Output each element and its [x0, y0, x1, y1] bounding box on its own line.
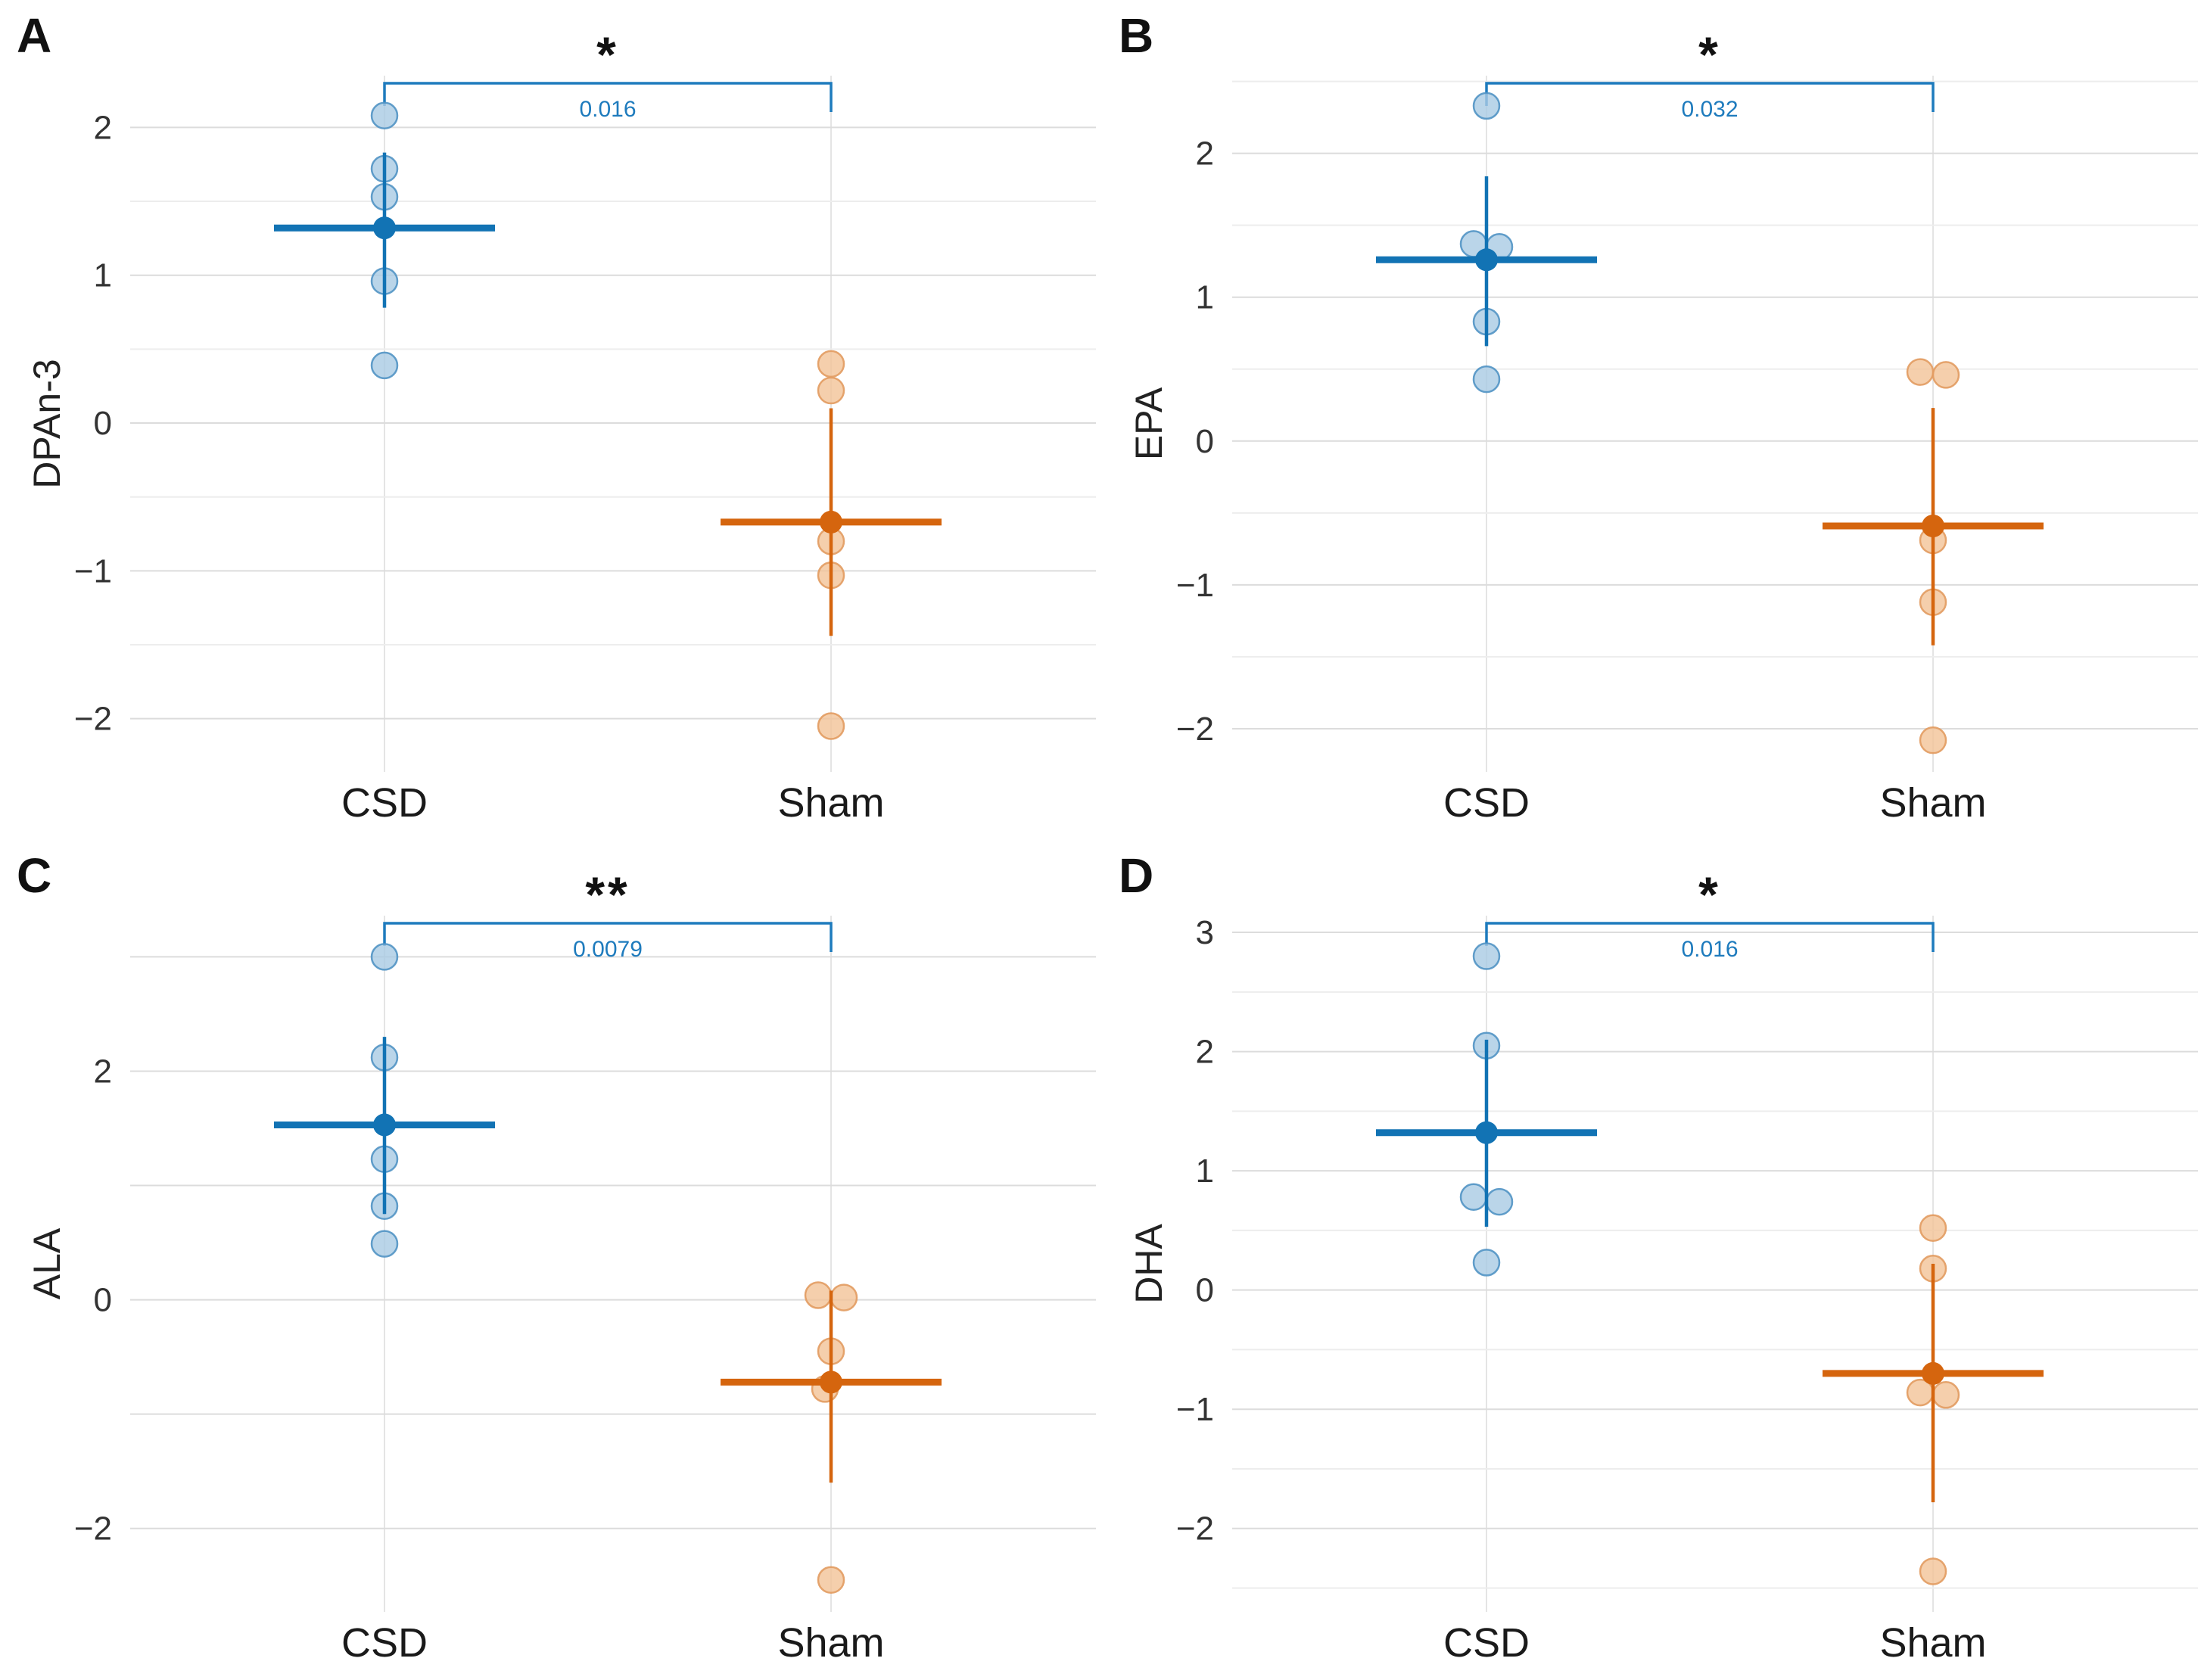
data-point	[1932, 361, 1960, 389]
mean-point	[1922, 514, 1944, 537]
p-value-label: 0.016	[579, 97, 637, 122]
y-tick-label: 2	[1196, 135, 1214, 173]
panel-a-chart: 2 1 0 −1 −2	[74, 76, 1096, 772]
y-tick-label: −1	[74, 552, 112, 590]
data-point	[370, 943, 399, 971]
data-point	[1472, 365, 1501, 394]
y-tick-label: 2	[94, 1053, 112, 1090]
data-point	[817, 712, 845, 740]
significance-bracket	[383, 922, 833, 952]
panel-b: 2 1 0 −1 −2 B EPA * 0.032 CSD Sham	[1102, 0, 2204, 840]
y-tick-label: 0	[94, 1282, 112, 1319]
y-axis-title: ALA	[26, 1227, 68, 1300]
x-group-label-sham: Sham	[777, 1620, 885, 1666]
significance-asterisk: *	[596, 26, 619, 82]
y-tick-label: −2	[1176, 1510, 1214, 1548]
y-tick-label: −1	[1176, 567, 1214, 604]
significance-asterisk: *	[1698, 26, 1721, 82]
y-tick-label: 1	[1196, 279, 1214, 316]
data-point	[1919, 1557, 1947, 1585]
x-group-label-csd: CSD	[341, 780, 428, 826]
y-tick-label: 0	[1196, 1272, 1214, 1309]
panel-d-chart: 3 2 1 0 −1 −2	[1176, 914, 2198, 1612]
mean-point	[820, 510, 842, 534]
data-point	[1919, 1214, 1947, 1242]
data-point	[1906, 358, 1935, 386]
panel-c-chart: 2 0 −2	[74, 916, 1096, 1612]
y-tick-label: 2	[1196, 1034, 1214, 1071]
panel-d: 3 2 1 0 −1 −2 D DHA * 0.016 CSD Sham	[1102, 840, 2204, 1680]
y-tick-label: 0	[1196, 423, 1214, 460]
x-group-label-sham: Sham	[1879, 1620, 1987, 1666]
y-tick-label: −2	[74, 1510, 112, 1548]
data-point	[370, 351, 399, 380]
mean-point	[1475, 1121, 1498, 1144]
y-tick-label: 0	[94, 405, 112, 442]
y-axis-title: DHA	[1128, 1224, 1170, 1304]
data-point	[1472, 942, 1501, 970]
data-point	[1472, 92, 1501, 120]
y-tick-label: 1	[1196, 1153, 1214, 1190]
p-value-label: 0.016	[1681, 937, 1739, 962]
data-point	[370, 101, 399, 129]
panel-letter: B	[1119, 8, 1155, 63]
data-point	[1932, 1381, 1960, 1409]
mean-point	[373, 216, 396, 240]
y-tick-label: −1	[1176, 1391, 1214, 1428]
data-point	[1472, 1249, 1501, 1277]
x-group-label-csd: CSD	[1443, 1620, 1530, 1666]
y-tick-label: −2	[74, 701, 112, 738]
data-point	[804, 1281, 833, 1309]
mean-point	[820, 1370, 842, 1394]
data-point	[830, 1283, 858, 1311]
panel-letter: A	[17, 8, 53, 63]
panel-letter: C	[17, 848, 53, 903]
x-group-label-csd: CSD	[341, 1620, 428, 1666]
data-point	[370, 1230, 399, 1258]
y-tick-label: 3	[1196, 914, 1214, 951]
y-tick-label: 2	[94, 109, 112, 146]
data-point	[1459, 1183, 1488, 1212]
panel-c: 2 0 −2 C ALA ** 0.0079 CSD Sham	[0, 840, 1102, 1680]
x-group-label-csd: CSD	[1443, 780, 1530, 826]
mean-point	[1475, 248, 1498, 272]
y-axis-title: EPA	[1128, 387, 1170, 461]
mean-point	[373, 1113, 396, 1137]
significance-asterisk: **	[585, 866, 630, 922]
significance-asterisk: *	[1698, 866, 1721, 922]
significance-bracket	[1485, 922, 1935, 952]
panel-letter: D	[1119, 848, 1155, 903]
data-point	[817, 350, 845, 378]
data-point	[1919, 726, 1947, 754]
x-group-label-sham: Sham	[777, 780, 885, 826]
data-point	[1485, 1187, 1514, 1216]
y-tick-label: −2	[1176, 711, 1214, 748]
y-axis-title: DPAn-3	[26, 359, 68, 489]
data-point	[817, 376, 845, 405]
p-value-label: 0.0079	[573, 937, 643, 962]
p-value-label: 0.032	[1681, 97, 1739, 122]
data-point	[817, 1566, 845, 1594]
panel-a: 2 1 0 −1 −2 A DPAn-3 * 0.016 CSD Sham	[0, 0, 1102, 840]
panel-b-chart: 2 1 0 −1 −2	[1176, 76, 2198, 772]
y-tick-label: 1	[94, 257, 112, 294]
x-group-label-sham: Sham	[1879, 780, 1987, 826]
significance-bracket	[383, 82, 833, 112]
mean-point	[1922, 1361, 1944, 1385]
